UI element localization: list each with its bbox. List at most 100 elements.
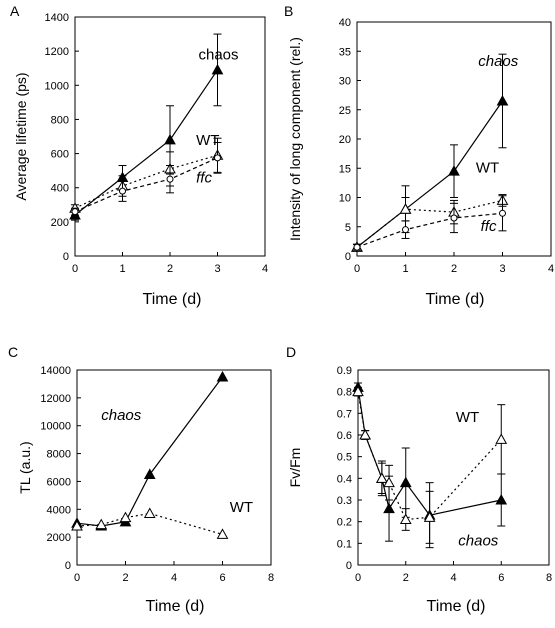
annotation-wt: WT (196, 132, 219, 149)
panel-b: B 0 5 10 15 20 25 30 35 40 0 1 2 3 4 Intensity of long … (284, 3, 554, 308)
annotation-ffc: ffc (481, 218, 497, 235)
series-open-circle (353, 195, 507, 251)
series-line (76, 512, 223, 535)
data-point (399, 513, 412, 524)
panel-d: D 0 0.1 0.2 0.3 0.4 0.5 0.6 0.7 0.8 0.9 0 2 4 6 8 Fv/Fm T… (286, 344, 552, 615)
x-tick-label: 3 (214, 263, 220, 275)
y-tick-label: 4000 (47, 504, 71, 516)
series-open-triangle (71, 507, 229, 539)
data-point (164, 133, 176, 145)
y-axis-label: Fv/Fm (287, 448, 303, 488)
y-tick-label: 0.6 (337, 430, 352, 442)
series-line (356, 199, 503, 248)
x-tick-label: 0 (354, 263, 360, 275)
annotation-wt: WT (230, 499, 253, 516)
panel-label: A (10, 3, 20, 19)
y-tick-label: 0.2 (337, 517, 352, 529)
y-tick-label: 35 (339, 46, 351, 58)
series-open-circle (71, 141, 222, 216)
data-point (352, 385, 364, 397)
x-tick-label: 1 (119, 263, 125, 275)
panel-label: D (286, 344, 296, 360)
panel-c: C 0 2000 4000 6000 8000 10000 12000 14000 0 2 4 6 8 TL… (8, 344, 274, 615)
data-point (143, 507, 156, 518)
y-tick-label: 25 (339, 105, 351, 117)
data-point (71, 519, 83, 531)
annotation-chaos: chaos (458, 533, 499, 550)
data-point (499, 209, 506, 217)
data-point (448, 165, 460, 176)
x-tick-label: 8 (546, 572, 552, 584)
data-point (423, 511, 436, 522)
data-point (216, 528, 229, 539)
y-tick-label: 12000 (40, 393, 71, 405)
annotation-wt: WT (476, 159, 499, 176)
x-axis-label: Time (d) (143, 291, 202, 308)
x-tick-label: 4 (450, 572, 456, 584)
y-tick-label: 600 (51, 149, 69, 161)
y-tick-label: 40 (339, 17, 351, 29)
y-tick-label: 6000 (47, 476, 71, 488)
y-tick-label: 15 (339, 163, 351, 175)
data-point (450, 214, 458, 222)
series-filled-triangle (71, 370, 229, 531)
data-point (383, 502, 395, 514)
y-axis-label: Average lifetime (ps) (13, 72, 29, 200)
annotation-ffc: ffc (196, 170, 212, 187)
x-tick-label: 0 (72, 263, 78, 275)
x-tick-label: 8 (268, 572, 274, 584)
y-tick-label: 0.4 (337, 473, 352, 485)
data-point (216, 370, 229, 382)
data-point (211, 63, 224, 75)
y-tick-label: 0.8 (337, 387, 352, 399)
y-tick-label: 0.3 (337, 495, 352, 507)
y-tick-label: 0.5 (337, 452, 352, 464)
y-tick-label: 0 (65, 560, 71, 572)
data-point (496, 94, 509, 106)
series-line (74, 154, 218, 209)
series-line (76, 376, 223, 527)
x-tick-label: 1 (402, 263, 408, 275)
x-axis-label: Time (d) (426, 291, 485, 308)
series-line (74, 69, 218, 216)
annotation-chaos: chaos (478, 53, 519, 70)
panel-a: A 0 200 400 600 800 1000 1200 1400 0 1 2 3 4 Average l… (10, 3, 268, 308)
series-filled-triangle (69, 33, 224, 221)
y-tick-label: 0.9 (337, 365, 352, 377)
data-point (353, 243, 361, 251)
y-tick-label: 0.1 (337, 538, 352, 550)
plot-frame (357, 369, 550, 566)
y-tick-label: 0.7 (337, 408, 352, 420)
data-point (119, 187, 126, 195)
series-open-triangle (352, 385, 508, 544)
x-tick-label: 2 (403, 572, 409, 584)
y-tick-label: 1400 (45, 12, 69, 24)
plot-frame (76, 369, 272, 566)
y-tick-label: 20 (339, 134, 351, 146)
annotation-wt: WT (456, 409, 479, 426)
y-tick-label: 14000 (40, 365, 71, 377)
x-tick-label: 2 (451, 263, 457, 275)
x-tick-label: 4 (548, 263, 554, 275)
data-point (95, 518, 108, 530)
y-tick-label: 1000 (45, 80, 69, 92)
series-line (74, 157, 218, 213)
x-axis-label: Time (d) (427, 598, 486, 615)
y-tick-label: 10 (339, 193, 351, 205)
annotation-chaos: chaos (101, 407, 142, 424)
data-point (71, 208, 79, 216)
y-axis-label: Intensity of long component (rel.) (287, 37, 303, 241)
y-tick-label: 5 (345, 222, 351, 234)
x-axis-label: Time (d) (146, 598, 205, 615)
data-point (495, 493, 508, 505)
y-axis-label: TL (a.u.) (17, 441, 33, 493)
y-tick-label: 10000 (40, 421, 71, 433)
x-tick-label: 0 (74, 572, 80, 584)
y-tick-label: 400 (51, 183, 69, 195)
data-point (376, 472, 388, 483)
y-tick-label: 0 (345, 251, 351, 263)
y-tick-label: 30 (339, 76, 351, 88)
x-tick-label: 6 (219, 572, 225, 584)
x-tick-label: 2 (167, 263, 173, 275)
